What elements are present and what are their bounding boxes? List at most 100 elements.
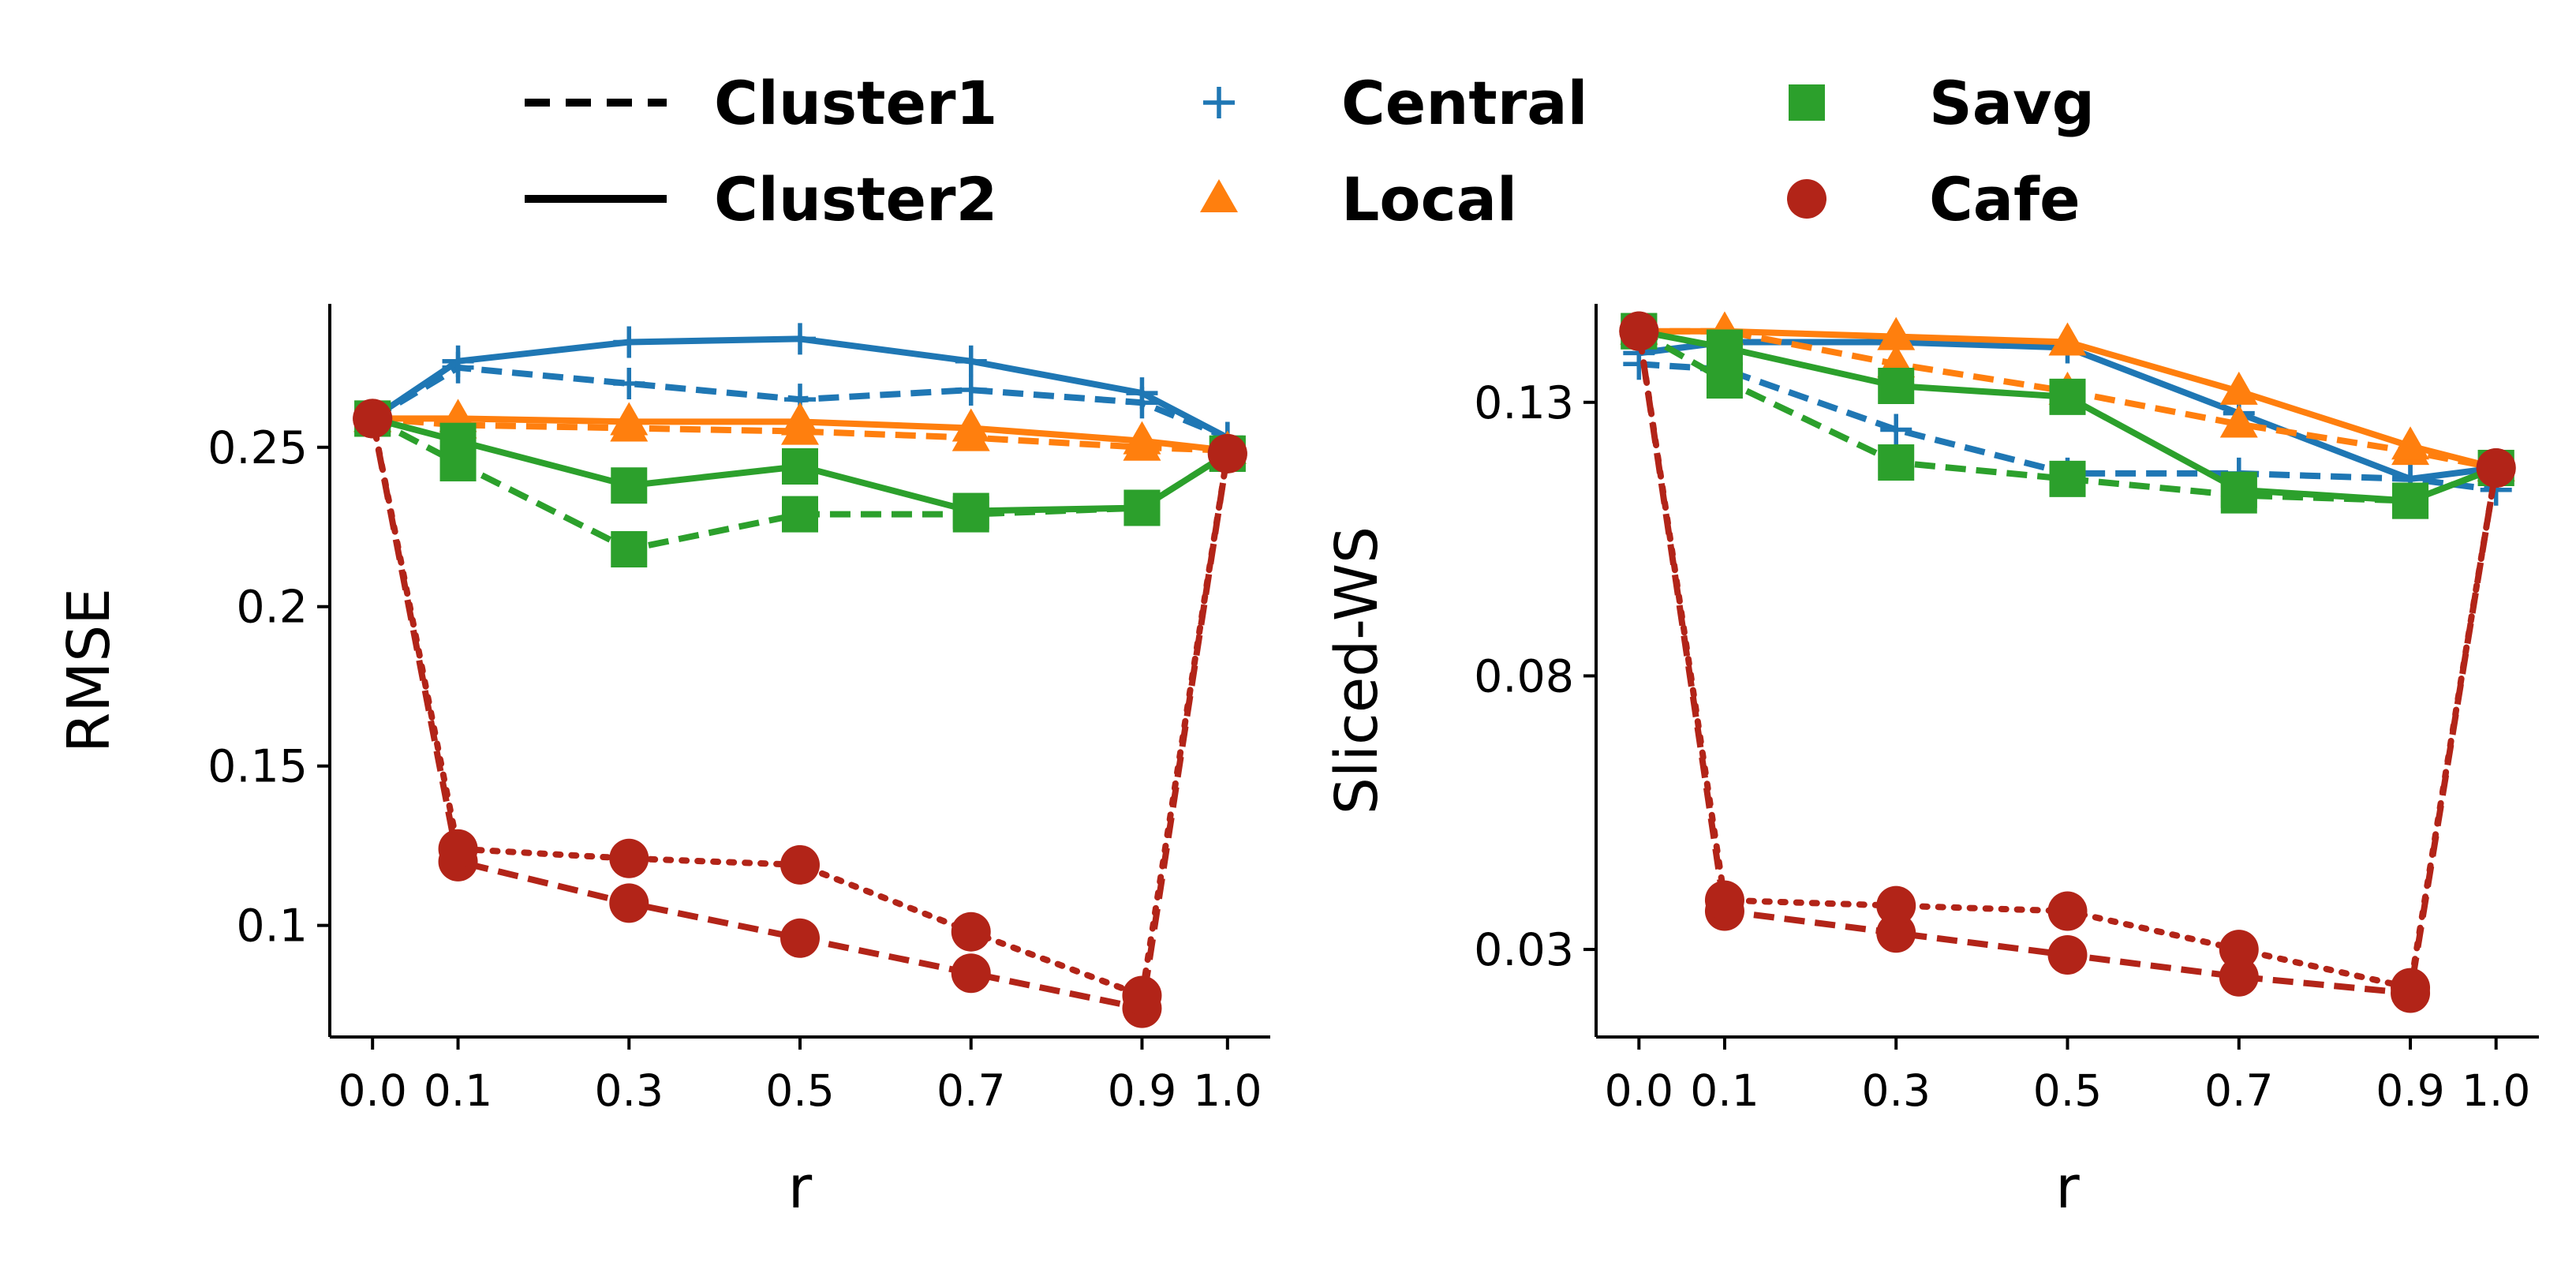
data-point	[2391, 426, 2430, 460]
data-point	[2219, 956, 2259, 997]
legend-label: Cluster2	[714, 164, 997, 234]
y-tick-label: 0.03	[1474, 924, 1574, 976]
x-tick-label: 0.7	[937, 1065, 1005, 1116]
data-point	[1704, 880, 1744, 920]
data-point	[951, 912, 991, 952]
y-tick-label: 0.15	[208, 741, 308, 793]
series-savg-cluster2	[1621, 313, 2514, 519]
series-cafe-cluster1	[353, 399, 1247, 1028]
y-tick-label: 0.2	[236, 582, 308, 634]
data-point	[2220, 471, 2257, 508]
data-point	[613, 367, 645, 399]
data-point	[784, 323, 816, 355]
data-point	[781, 402, 819, 436]
data-point	[952, 408, 990, 442]
data-point	[609, 883, 649, 923]
data-point	[2049, 460, 2086, 497]
legend-item-cluster2: Cluster2	[525, 164, 997, 234]
data-point	[780, 918, 820, 958]
sliced-ws-panel: 0.03 0.08 0.13 0.0 0.1 0.3 0.5 0.7 0.9 1.0 r Sliced…	[1323, 304, 2539, 1222]
legend-label: Cluster1	[714, 68, 997, 138]
legend-square-icon	[1789, 84, 1825, 121]
legend: Cluster1 Cluster2 Central Local Savg Cafe	[525, 68, 2095, 234]
data-point	[955, 374, 987, 406]
legend-triangle-icon	[1200, 179, 1238, 212]
data-point	[1878, 367, 1915, 404]
data-point	[1706, 362, 1743, 399]
data-point	[611, 531, 648, 568]
legend-plus-icon	[1203, 87, 1235, 118]
y-axis-title: Sliced-WS	[1323, 526, 1391, 814]
y-tick-label: 0.25	[208, 422, 308, 474]
data-point	[2391, 968, 2431, 1008]
data-point	[2219, 371, 2258, 405]
legend-item-cafe: Cafe	[1787, 164, 2081, 234]
data-point	[2476, 447, 2516, 488]
legend-circle-icon	[1787, 179, 1826, 219]
data-point	[1126, 377, 1158, 410]
data-point	[1706, 329, 1743, 366]
x-tick-label: 1.0	[2462, 1065, 2530, 1116]
data-point	[438, 829, 478, 869]
x-tick-label: 1.0	[1193, 1065, 1262, 1116]
data-point	[780, 844, 820, 885]
y-tick-label: 0.1	[236, 900, 308, 953]
legend-label: Cafe	[1929, 164, 2081, 234]
y-axis-title: RMSE	[55, 588, 123, 753]
data-point	[1123, 421, 1161, 455]
data-point	[610, 402, 649, 436]
data-point	[1880, 414, 1912, 446]
data-point	[1122, 975, 1162, 1016]
y-tick-label: 0.08	[1474, 650, 1574, 702]
data-point	[613, 326, 645, 358]
data-point	[439, 422, 477, 459]
data-point	[611, 467, 648, 504]
series-group	[1619, 311, 2516, 1013]
x-tick-label: 0.9	[1108, 1065, 1176, 1116]
data-point	[1878, 444, 1915, 481]
legend-item-central: Central	[1203, 68, 1588, 138]
data-point	[2219, 930, 2259, 970]
series-cafe-cluster2	[353, 399, 1247, 1016]
legend-label: Central	[1341, 68, 1588, 138]
legend-item-local: Local	[1200, 164, 1517, 234]
data-point	[782, 496, 818, 533]
legend-item-savg: Savg	[1789, 68, 2095, 138]
data-point	[2392, 482, 2429, 519]
legend-label: Local	[1341, 164, 1517, 234]
x-tick-label: 0.3	[595, 1065, 664, 1116]
y-tick-label: 0.13	[1474, 377, 1574, 429]
data-point	[782, 447, 818, 485]
data-point	[1876, 913, 1916, 953]
x-tick-label: 0.9	[2376, 1065, 2444, 1116]
x-tick-label: 0.5	[2033, 1065, 2102, 1116]
data-point	[1877, 316, 1916, 350]
legend-label: Savg	[1929, 68, 2095, 138]
data-point	[2219, 404, 2258, 438]
data-point	[2049, 378, 2086, 415]
x-axis-title: r	[2055, 1154, 2080, 1222]
x-axis-title: r	[788, 1154, 813, 1222]
data-point	[442, 345, 474, 377]
data-point	[1207, 433, 1247, 474]
x-tick-label: 0.1	[1690, 1065, 1759, 1116]
x-tick-label: 0.1	[424, 1065, 492, 1116]
data-point	[1876, 885, 1916, 926]
data-point	[2047, 891, 2088, 931]
series-cafe-cluster2	[1619, 311, 2516, 1008]
x-tick-label: 0.5	[765, 1065, 834, 1116]
data-point	[1619, 311, 1659, 351]
data-point	[2048, 322, 2087, 356]
x-tick-label: 0.3	[1861, 1065, 1930, 1116]
data-point	[2047, 935, 2088, 975]
data-point	[1123, 489, 1161, 526]
x-tick-label: 0.7	[2204, 1065, 2273, 1116]
data-point	[353, 399, 393, 439]
x-tick-label: 0.0	[1605, 1065, 1673, 1116]
series-group	[353, 323, 1247, 1028]
data-point	[952, 492, 989, 530]
legend-item-cluster1: Cluster1	[525, 68, 997, 138]
data-point	[955, 345, 987, 377]
data-point	[951, 953, 991, 994]
